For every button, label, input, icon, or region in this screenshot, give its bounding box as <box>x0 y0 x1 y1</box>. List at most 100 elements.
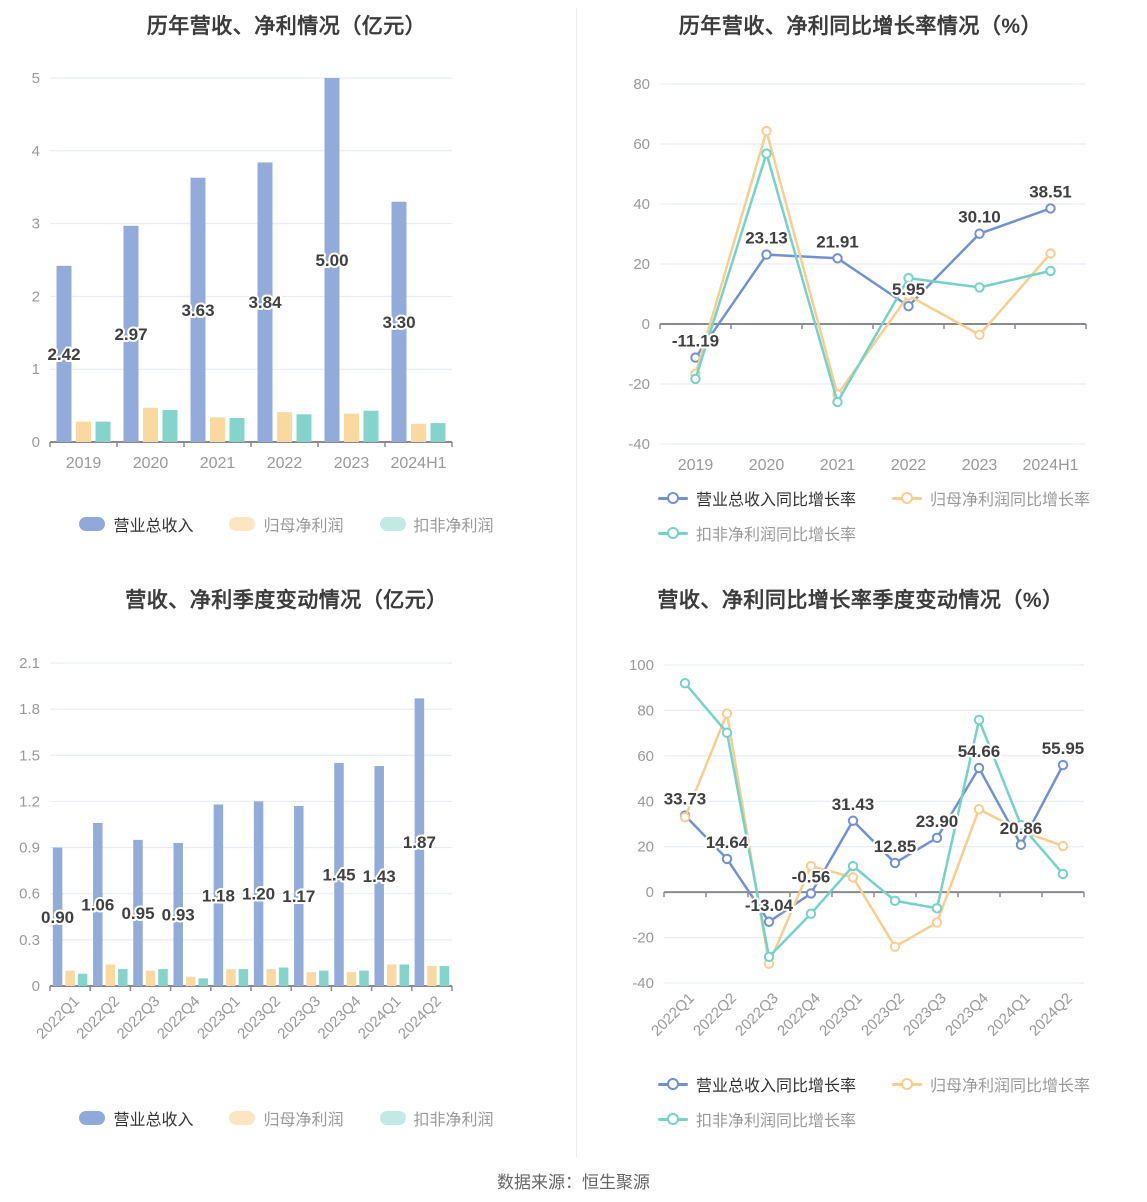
data-point[interactable] <box>1015 839 1027 850</box>
legend-item-2[interactable]: 归母净利润同比增长率 <box>892 486 1132 510</box>
data-point[interactable] <box>832 396 843 408</box>
bar[interactable] <box>278 967 289 986</box>
bar[interactable] <box>414 698 425 986</box>
bar[interactable] <box>391 201 407 442</box>
series-line[interactable] <box>684 682 1064 959</box>
data-point[interactable] <box>931 832 943 844</box>
data-point[interactable] <box>1015 819 1027 831</box>
bar[interactable] <box>52 847 63 986</box>
bar[interactable] <box>386 964 397 986</box>
data-point[interactable] <box>1045 265 1056 277</box>
bar[interactable] <box>226 969 236 986</box>
data-point[interactable] <box>847 815 859 826</box>
bar[interactable] <box>439 966 450 986</box>
data-point[interactable] <box>805 860 817 872</box>
data-point[interactable] <box>1057 868 1069 880</box>
legend-item-1[interactable]: 营业总收入同比增长率 <box>658 1072 892 1096</box>
data-point[interactable] <box>763 916 775 927</box>
bar[interactable] <box>93 822 103 986</box>
data-point[interactable] <box>721 727 733 738</box>
data-point[interactable] <box>761 148 772 159</box>
bar[interactable] <box>427 966 437 986</box>
legend-item-2[interactable]: 归母净利润 <box>229 1106 344 1130</box>
data-point[interactable] <box>805 908 817 919</box>
bar[interactable] <box>190 177 206 442</box>
bar[interactable] <box>346 972 357 986</box>
bar[interactable] <box>95 421 111 442</box>
series-line[interactable] <box>684 764 1065 924</box>
data-point[interactable] <box>1045 203 1056 214</box>
data-point[interactable] <box>931 903 943 914</box>
bar[interactable] <box>399 964 409 986</box>
legend-item-1[interactable]: 营业总收入 <box>79 512 193 536</box>
bar[interactable] <box>374 766 384 986</box>
bar[interactable] <box>56 265 72 442</box>
data-point[interactable] <box>721 708 733 719</box>
bar[interactable] <box>133 839 143 986</box>
bar[interactable] <box>123 225 139 442</box>
data-point[interactable] <box>1045 248 1056 259</box>
bar[interactable] <box>253 801 264 986</box>
bar[interactable] <box>229 417 245 442</box>
data-point[interactable] <box>679 811 691 823</box>
bar[interactable] <box>363 410 379 442</box>
legend-item-3[interactable]: 扣非净利润 <box>379 512 494 536</box>
data-point[interactable] <box>973 714 985 726</box>
legend-item-3[interactable]: 扣非净利润同比增长率 <box>658 1107 892 1131</box>
data-point[interactable] <box>974 228 985 239</box>
bar[interactable] <box>306 972 317 986</box>
data-point[interactable] <box>931 917 943 928</box>
bar[interactable] <box>257 162 273 442</box>
bar[interactable] <box>65 970 75 986</box>
data-point[interactable] <box>973 804 985 815</box>
bar[interactable] <box>173 842 183 986</box>
bar[interactable] <box>344 413 359 442</box>
bar[interactable] <box>105 964 116 986</box>
bar[interactable] <box>162 409 178 442</box>
bar[interactable] <box>319 970 329 986</box>
bar[interactable] <box>430 423 446 442</box>
series-line[interactable] <box>694 207 1051 359</box>
bar[interactable] <box>198 978 208 986</box>
data-point[interactable] <box>973 762 985 774</box>
bar[interactable] <box>324 78 340 442</box>
data-point[interactable] <box>679 677 691 689</box>
series-line[interactable] <box>694 129 1052 396</box>
bar[interactable] <box>145 970 156 986</box>
data-point[interactable] <box>832 253 843 264</box>
bar[interactable] <box>277 412 292 442</box>
data-point[interactable] <box>889 895 901 906</box>
bar[interactable] <box>294 806 304 986</box>
bar[interactable] <box>210 417 225 442</box>
bar[interactable] <box>296 414 312 442</box>
data-point[interactable] <box>1057 840 1069 852</box>
bar[interactable] <box>158 969 168 986</box>
bar[interactable] <box>185 976 196 986</box>
legend-item-2[interactable]: 归母净利润 <box>229 512 344 536</box>
legend-item-1[interactable]: 营业总收入 <box>79 1106 193 1130</box>
data-point[interactable] <box>763 951 775 963</box>
data-point[interactable] <box>805 888 817 899</box>
bar[interactable] <box>77 973 88 986</box>
data-point[interactable] <box>1057 759 1069 771</box>
data-point[interactable] <box>690 373 701 385</box>
data-point[interactable] <box>721 853 733 865</box>
bar[interactable] <box>238 969 249 986</box>
bar[interactable] <box>76 421 91 442</box>
bar[interactable] <box>143 407 158 442</box>
bar[interactable] <box>359 970 369 986</box>
bar[interactable] <box>266 969 276 986</box>
data-point[interactable] <box>974 329 985 340</box>
bar[interactable] <box>334 762 344 986</box>
bar[interactable] <box>411 423 426 442</box>
legend-item-2[interactable]: 归母净利润同比增长率 <box>892 1072 1132 1096</box>
data-point[interactable] <box>889 857 901 869</box>
legend-item-3[interactable]: 扣非净利润同比增长率 <box>658 521 892 545</box>
series-line[interactable] <box>694 152 1051 404</box>
data-point[interactable] <box>903 290 914 301</box>
data-point[interactable] <box>761 125 772 137</box>
legend-item-1[interactable]: 营业总收入同比增长率 <box>658 486 892 510</box>
bar[interactable] <box>213 804 224 986</box>
data-point[interactable] <box>889 941 901 952</box>
data-point[interactable] <box>974 282 985 293</box>
